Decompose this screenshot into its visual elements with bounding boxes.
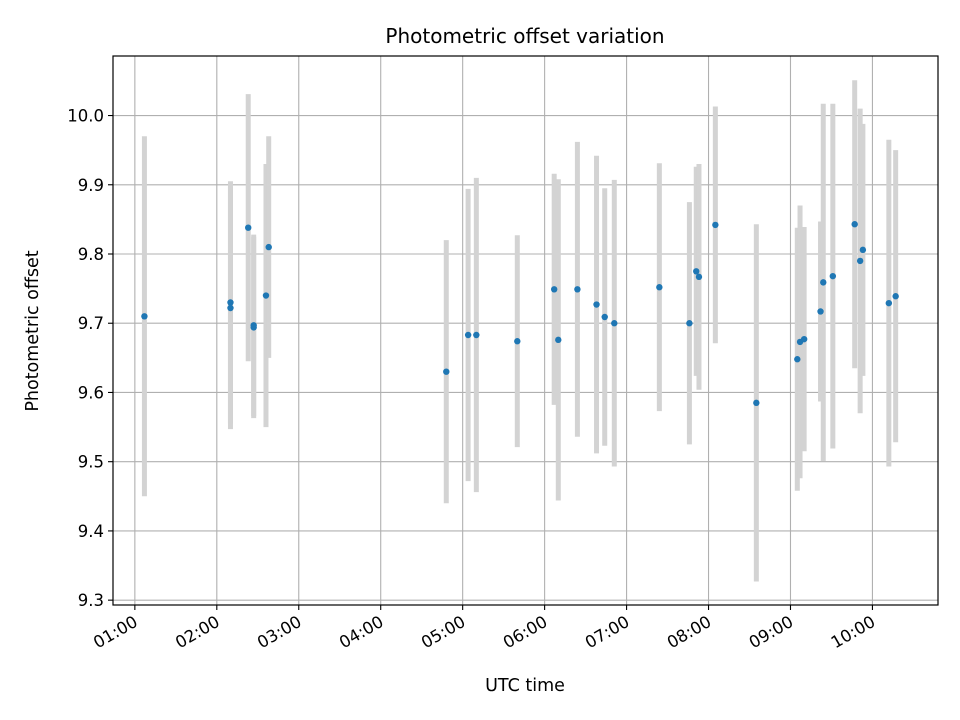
y-tick-label: 9.9: [78, 176, 104, 195]
data-point: [227, 299, 234, 306]
x-tick-label: 02:00: [172, 612, 223, 652]
data-point: [656, 284, 663, 291]
data-point: [892, 293, 899, 300]
x-tick-label: 06:00: [500, 612, 551, 652]
data-point: [856, 257, 864, 265]
data-point: [601, 313, 608, 321]
data-point: [686, 320, 693, 327]
x-tick-label: 08:00: [664, 612, 715, 652]
y-axis-label: Photometric offset: [23, 250, 43, 411]
y-tick-label: 9.8: [78, 245, 104, 264]
data-point: [794, 356, 801, 363]
data-point: [753, 399, 760, 407]
data-point: [851, 221, 858, 228]
y-tick-label: 10.0: [67, 107, 104, 126]
data-point: [250, 324, 257, 331]
data-point: [712, 221, 719, 229]
plot-frame: [112, 55, 939, 606]
y-tick-label: 9.5: [78, 453, 104, 472]
data-point: [514, 338, 521, 345]
data-point: [693, 268, 700, 275]
data-point: [141, 313, 148, 320]
x-tick-label: 01:00: [90, 612, 141, 652]
data-point: [443, 368, 450, 375]
data-point: [464, 331, 472, 339]
y-tick-label: 9.4: [78, 522, 104, 541]
errorbar-layer: [141, 80, 899, 582]
data-point: [550, 286, 558, 293]
data-point: [473, 331, 480, 339]
x-tick-label: 09:00: [746, 612, 797, 652]
data-point: [817, 308, 824, 315]
point-layer: [141, 221, 899, 407]
y-tick-label: 9.3: [78, 591, 104, 610]
data-point: [695, 273, 703, 281]
grid-layer: [113, 56, 938, 605]
x-tick-label: 10:00: [828, 612, 879, 652]
x-tick-label: 03:00: [254, 612, 305, 652]
data-point: [820, 279, 827, 286]
y-tick-label: 9.6: [78, 383, 104, 402]
data-point: [262, 292, 270, 299]
data-point: [829, 272, 837, 280]
data-point: [574, 286, 581, 293]
data-point: [885, 299, 893, 307]
x-tick-label: 05:00: [418, 612, 469, 652]
data-point: [227, 304, 234, 312]
x-axis-label: UTC time: [485, 676, 565, 696]
data-point: [265, 243, 272, 251]
y-tick-label: 9.7: [78, 314, 104, 333]
data-point: [245, 224, 252, 231]
data-point: [859, 246, 867, 254]
x-tick-label: 07:00: [582, 612, 633, 652]
x-tick-label: 04:00: [336, 612, 387, 652]
data-point: [800, 335, 808, 343]
data-point: [593, 301, 600, 308]
chart-title: Photometric offset variation: [385, 24, 664, 48]
data-point: [611, 320, 618, 327]
data-point: [555, 336, 562, 344]
